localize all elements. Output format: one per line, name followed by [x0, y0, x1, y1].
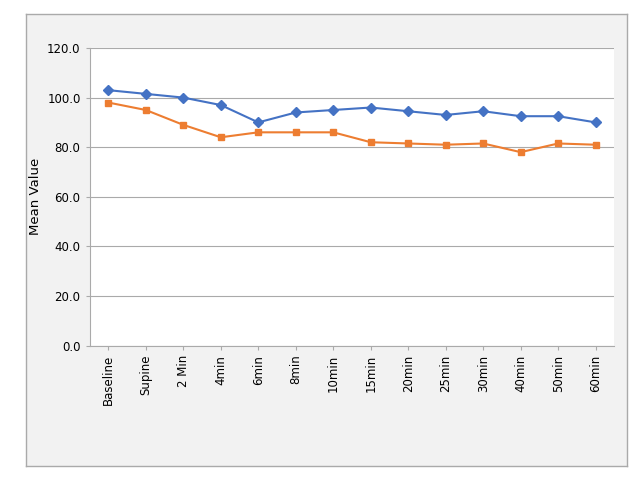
P Group — [592, 142, 600, 148]
P Group — [442, 142, 449, 148]
P Group — [479, 141, 487, 146]
N Group — [554, 113, 562, 119]
N Group — [517, 113, 525, 119]
P Group — [404, 141, 412, 146]
N Group — [367, 105, 374, 110]
P Group — [292, 130, 300, 135]
P Group — [142, 107, 150, 113]
N Group — [592, 120, 600, 125]
P Group — [330, 130, 337, 135]
N Group — [217, 102, 225, 108]
Line: N Group: N Group — [105, 87, 599, 126]
P Group — [104, 100, 112, 106]
N Group — [479, 108, 487, 114]
N Group — [104, 87, 112, 93]
N Group — [179, 95, 187, 100]
P Group — [255, 130, 262, 135]
N Group — [330, 107, 337, 113]
P Group — [179, 122, 187, 128]
N Group — [292, 109, 300, 115]
Line: P Group: P Group — [105, 99, 599, 156]
P Group — [554, 141, 562, 146]
Y-axis label: Mean Value: Mean Value — [29, 158, 42, 235]
N Group — [404, 108, 412, 114]
P Group — [517, 149, 525, 155]
P Group — [217, 134, 225, 140]
N Group — [442, 112, 449, 118]
N Group — [142, 91, 150, 97]
N Group — [255, 120, 262, 125]
P Group — [367, 139, 374, 145]
